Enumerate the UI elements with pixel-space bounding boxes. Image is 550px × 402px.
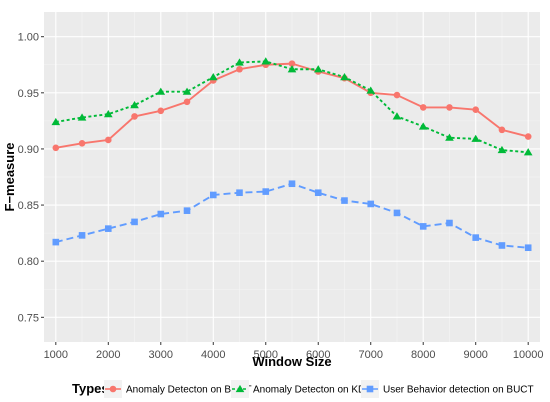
- y-tick-label: 0.90: [18, 144, 39, 156]
- legend-key-marker: [366, 385, 374, 393]
- data-point: [261, 57, 271, 65]
- data-point: [523, 148, 533, 156]
- data-point: [497, 145, 507, 154]
- data-point: [498, 242, 506, 249]
- data-point: [472, 234, 480, 241]
- data-point: [78, 232, 86, 239]
- y-axis-ticks: 0.75 0.80 0.85 0.90 0.95 1.00: [18, 32, 44, 324]
- data-point: [392, 112, 402, 120]
- legend-label: Anomaly Detecton on BUCT: [126, 385, 252, 396]
- legend-item: Anomaly Detecton on KDD: [231, 380, 373, 398]
- y-axis-title: F−measure: [2, 142, 17, 211]
- legend-key-marker: [235, 384, 245, 393]
- series-2: [51, 57, 533, 156]
- y-tick-label: 0.95: [18, 88, 39, 100]
- data-point: [314, 189, 322, 197]
- data-point: [130, 101, 139, 109]
- legend-item: User Behavior detection on BUCT: [361, 380, 534, 398]
- series-3: [52, 180, 532, 252]
- data-point: [367, 200, 375, 208]
- data-point: [236, 189, 243, 197]
- x-axis-title: Window Size: [252, 354, 331, 369]
- major-gridlines: [44, 12, 540, 342]
- data-point: [418, 122, 428, 130]
- data-point: [183, 98, 191, 106]
- data-point: [446, 104, 453, 111]
- legend-label: Anomaly Detecton on KDD: [253, 385, 373, 396]
- data-point: [287, 65, 297, 73]
- data-point: [131, 113, 138, 120]
- legend-title: Types: [72, 381, 109, 396]
- data-point: [156, 87, 166, 95]
- x-tick-label: 1000: [44, 349, 68, 361]
- data-point: [157, 107, 165, 115]
- data-point: [262, 188, 270, 195]
- data-point: [52, 238, 60, 246]
- data-point: [498, 126, 506, 134]
- data-point: [157, 210, 165, 218]
- series-layer: [51, 57, 533, 252]
- data-point: [313, 65, 323, 73]
- data-point: [182, 87, 192, 95]
- data-point: [103, 110, 113, 118]
- y-tick-label: 0.85: [18, 200, 39, 212]
- data-point: [104, 225, 112, 232]
- y-tick-label: 0.75: [18, 312, 39, 324]
- data-point: [366, 86, 376, 94]
- legend-key-marker: [109, 385, 117, 393]
- y-tick-label: 1.00: [18, 32, 39, 44]
- legend-label: User Behavior detection on BUCT: [383, 385, 534, 396]
- data-point: [340, 72, 349, 81]
- x-tick-label: 3000: [149, 349, 173, 361]
- data-point: [419, 223, 427, 230]
- data-point: [445, 133, 454, 141]
- data-point: [235, 58, 244, 66]
- data-point: [104, 136, 112, 144]
- data-point: [183, 207, 191, 214]
- x-axis-ticks: 1000 2000 3000 4000 5000 6000 7000 8000 9000 1000…: [44, 342, 544, 361]
- legend: Types Anomaly Detecton on BUCT Anomaly De…: [72, 380, 534, 398]
- data-point: [288, 60, 296, 67]
- data-point: [209, 191, 217, 199]
- data-point: [524, 244, 532, 252]
- data-point: [78, 140, 86, 147]
- x-tick-label: 4000: [201, 349, 225, 361]
- x-tick-label: 2000: [96, 349, 120, 361]
- x-tick-label: 7000: [358, 349, 382, 361]
- data-point: [471, 134, 481, 142]
- data-point: [472, 106, 480, 113]
- data-point: [524, 133, 532, 140]
- data-point: [77, 113, 87, 121]
- data-point: [393, 209, 401, 217]
- y-tick-label: 0.80: [18, 256, 39, 268]
- x-tick-label: 5000: [254, 349, 278, 361]
- x-tick-label: 8000: [411, 349, 435, 361]
- data-point: [393, 91, 401, 99]
- data-point: [419, 104, 427, 111]
- data-point: [341, 197, 348, 204]
- data-point: [131, 218, 138, 226]
- data-point: [288, 180, 296, 188]
- x-tick-label: 9000: [463, 349, 487, 361]
- data-point: [52, 144, 60, 152]
- x-tick-label: 6000: [306, 349, 330, 361]
- data-point: [236, 65, 243, 73]
- legend-item: Anomaly Detecton on BUCT: [104, 380, 252, 398]
- data-point: [446, 219, 453, 227]
- data-point: [51, 117, 61, 126]
- data-point: [208, 72, 218, 81]
- x-tick-label: 10000: [513, 349, 544, 361]
